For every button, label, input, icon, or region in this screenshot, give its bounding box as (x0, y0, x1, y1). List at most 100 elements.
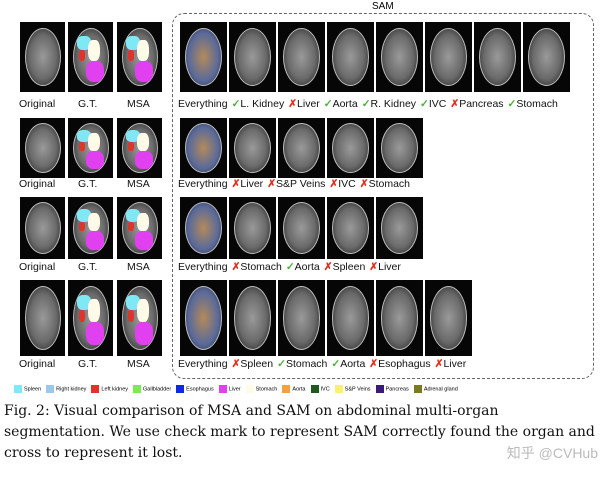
sam-label-text: Liver (240, 178, 264, 190)
cross-icon: ✗ (231, 178, 241, 190)
legend-item: Pancreas (375, 385, 409, 393)
sam-image (278, 22, 325, 92)
sam-label: ✗Liver (369, 261, 401, 273)
legend-label: Spleen (24, 386, 42, 393)
legend-item: Liver (218, 385, 241, 393)
sam-image (376, 118, 423, 178)
legend-label: Aorta (292, 386, 306, 393)
panel-label: Original (19, 261, 56, 273)
sam-label-text: Aorta (294, 261, 320, 273)
legend-label: Stomach (255, 386, 278, 393)
sam-image (327, 280, 374, 356)
legend-item: Gallbladder (133, 385, 171, 393)
figure-caption: Fig. 2: Visual comparison of MSA and SAM… (4, 403, 595, 461)
legend-swatch (375, 385, 384, 393)
sam-label: Everything (178, 98, 228, 110)
legend-label: Liver (228, 386, 241, 393)
legend-label: IVC (320, 386, 330, 393)
sam-image (229, 280, 276, 356)
sam-label-row: Everything ✓L. Kidney ✗Liver ✓Aorta ✓R. Kidn… (178, 98, 590, 110)
sam-image (278, 197, 325, 259)
sam-label: Everything (178, 261, 228, 273)
sam-label-text: S&P Veins (276, 178, 326, 190)
ground-truth-image (68, 197, 113, 259)
sam-group-box (172, 13, 594, 379)
cross-icon: ✗ (329, 178, 339, 190)
sam-title: SAM (372, 1, 394, 12)
legend-label: Left kidney (101, 386, 129, 393)
sam-label: ✗Stomach (360, 178, 410, 190)
sam-label: ✓Aorta (286, 261, 320, 273)
original-image (20, 280, 65, 356)
sam-label-text: IVC (428, 98, 447, 110)
sam-label: ✓Stomach (277, 358, 327, 370)
ground-truth-image (68, 280, 113, 356)
msa-image (117, 22, 162, 92)
check-icon: ✓ (420, 98, 429, 110)
check-icon: ✓ (231, 98, 241, 110)
sam-label: ✗Stomach (232, 261, 282, 273)
check-icon: ✓ (507, 98, 517, 110)
legend-label: Pancreas (385, 386, 409, 393)
sam-label: Everything (178, 358, 228, 370)
cross-icon: ✗ (450, 98, 460, 110)
sam-label-text: Everything (178, 358, 228, 370)
sam-label-text: Spleen (240, 358, 274, 370)
panel-label: MSA (127, 98, 150, 110)
legend: Spleen Right kidney Left kidney Gallbladder… (14, 385, 458, 393)
legend-swatch (91, 385, 100, 393)
legend-item: IVC (310, 385, 330, 393)
legend-swatch (413, 385, 422, 393)
cross-icon: ✗ (323, 261, 333, 273)
figure-caption-block: Fig. 2: Visual comparison of MSA and SAM… (4, 401, 598, 464)
legend-item: Adrenal gland (413, 385, 458, 393)
sam-label-text: Everything (178, 98, 228, 110)
sam-label-text: Liver (297, 98, 320, 110)
sam-label-row: Everything ✗Liver ✗S&P Veins ✗IVC ✗Stomach (178, 178, 590, 190)
sam-label: ✓Stomach (508, 98, 558, 110)
sam-label: ✗Spleen (324, 261, 366, 273)
sam-image (327, 197, 374, 259)
sam-label-text: Everything (178, 261, 228, 273)
sam-label: ✗IVC (329, 178, 355, 190)
legend-label: Esophagus (186, 386, 214, 393)
legend-swatch (133, 385, 142, 393)
cross-icon: ✗ (369, 358, 379, 370)
panel-label: MSA (127, 261, 150, 273)
sam-image (180, 22, 227, 92)
legend-swatch (334, 385, 343, 393)
sam-label-text: Aorta (332, 98, 358, 110)
sam-label-text: Aorta (340, 358, 366, 370)
legend-label: Right kidney (56, 386, 87, 393)
check-icon: ✓ (331, 358, 341, 370)
panel-label: MSA (127, 358, 150, 370)
sam-label-text: Stomach (368, 178, 411, 190)
sam-image (425, 280, 472, 356)
sam-image (229, 118, 276, 178)
cross-icon: ✗ (231, 261, 241, 273)
original-image (20, 118, 65, 178)
legend-item: Aorta (282, 385, 306, 393)
sam-image (376, 22, 423, 92)
sam-image (180, 118, 227, 178)
sam-image (229, 22, 276, 92)
legend-swatch (310, 385, 319, 393)
panel-label: MSA (127, 178, 150, 190)
sam-label: ✗S&P Veins (267, 178, 325, 190)
sam-label: ✗Spleen (232, 358, 274, 370)
sam-image (180, 197, 227, 259)
panel-label: G.T. (78, 178, 98, 190)
legend-swatch (46, 385, 55, 393)
sam-label-text: Liver (378, 261, 401, 273)
sam-label: ✓IVC (420, 98, 446, 110)
sam-label: ✓Aorta (324, 98, 358, 110)
sam-label-text: R. Kidney (370, 98, 417, 110)
sam-label-row: Everything ✗Stomach ✓Aorta ✗Spleen ✗Liver (178, 261, 590, 273)
sam-label-text: Stomach (516, 98, 558, 110)
sam-label-text: Stomach (285, 358, 328, 370)
cross-icon: ✗ (369, 261, 379, 273)
sam-image (327, 118, 374, 178)
sam-label-row: Everything ✗Spleen ✓Stomach ✓Aorta ✗Esophagu… (178, 358, 590, 370)
legend-swatch (282, 385, 291, 393)
legend-swatch (245, 385, 254, 393)
